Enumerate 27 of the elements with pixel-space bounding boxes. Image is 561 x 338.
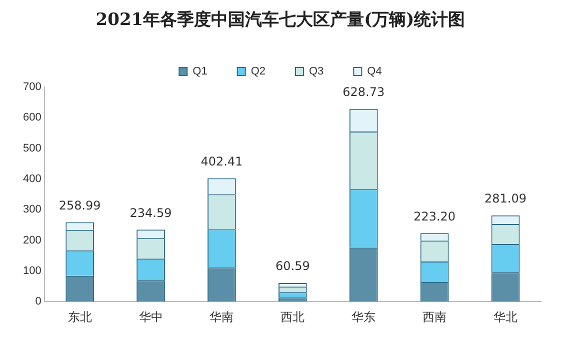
total-label: 402.41 bbox=[200, 154, 243, 168]
x-tick-label: 西南 bbox=[422, 310, 447, 324]
y-tick-label: 300 bbox=[22, 204, 42, 216]
y-tick-label: 0 bbox=[35, 296, 42, 308]
y-tick-label: 400 bbox=[22, 173, 42, 186]
y-tick-label: 700 bbox=[22, 81, 42, 94]
x-tick-label: 西北 bbox=[280, 310, 305, 324]
legend-label: Q4 bbox=[367, 66, 382, 78]
total-label: 281.09 bbox=[484, 192, 527, 206]
chart-title: 2021年各季度中国汽车七大区产量(万辆)统计图 bbox=[94, 9, 466, 31]
x-tick-label: 东北 bbox=[68, 310, 92, 324]
legend-label: Q3 bbox=[309, 66, 324, 78]
x-tick-label: 华南 bbox=[210, 310, 234, 324]
total-label: 60.59 bbox=[275, 259, 310, 274]
x-tick-label: 华东 bbox=[352, 310, 376, 324]
x-tick-label: 华北 bbox=[494, 310, 518, 324]
legend-label: Q2 bbox=[250, 66, 266, 78]
total-label: 628.73 bbox=[342, 84, 385, 99]
legend-label: Q1 bbox=[192, 66, 208, 78]
total-label: 258.99 bbox=[58, 198, 101, 212]
y-tick-label: 500 bbox=[22, 142, 42, 154]
total-label: 223.20 bbox=[414, 209, 456, 224]
y-tick-label: 200 bbox=[22, 234, 42, 246]
y-tick-label: 600 bbox=[22, 112, 42, 124]
x-tick-label: 华中 bbox=[138, 310, 163, 324]
total-label: 234.59 bbox=[130, 206, 172, 220]
y-tick-label: 100 bbox=[22, 264, 42, 277]
